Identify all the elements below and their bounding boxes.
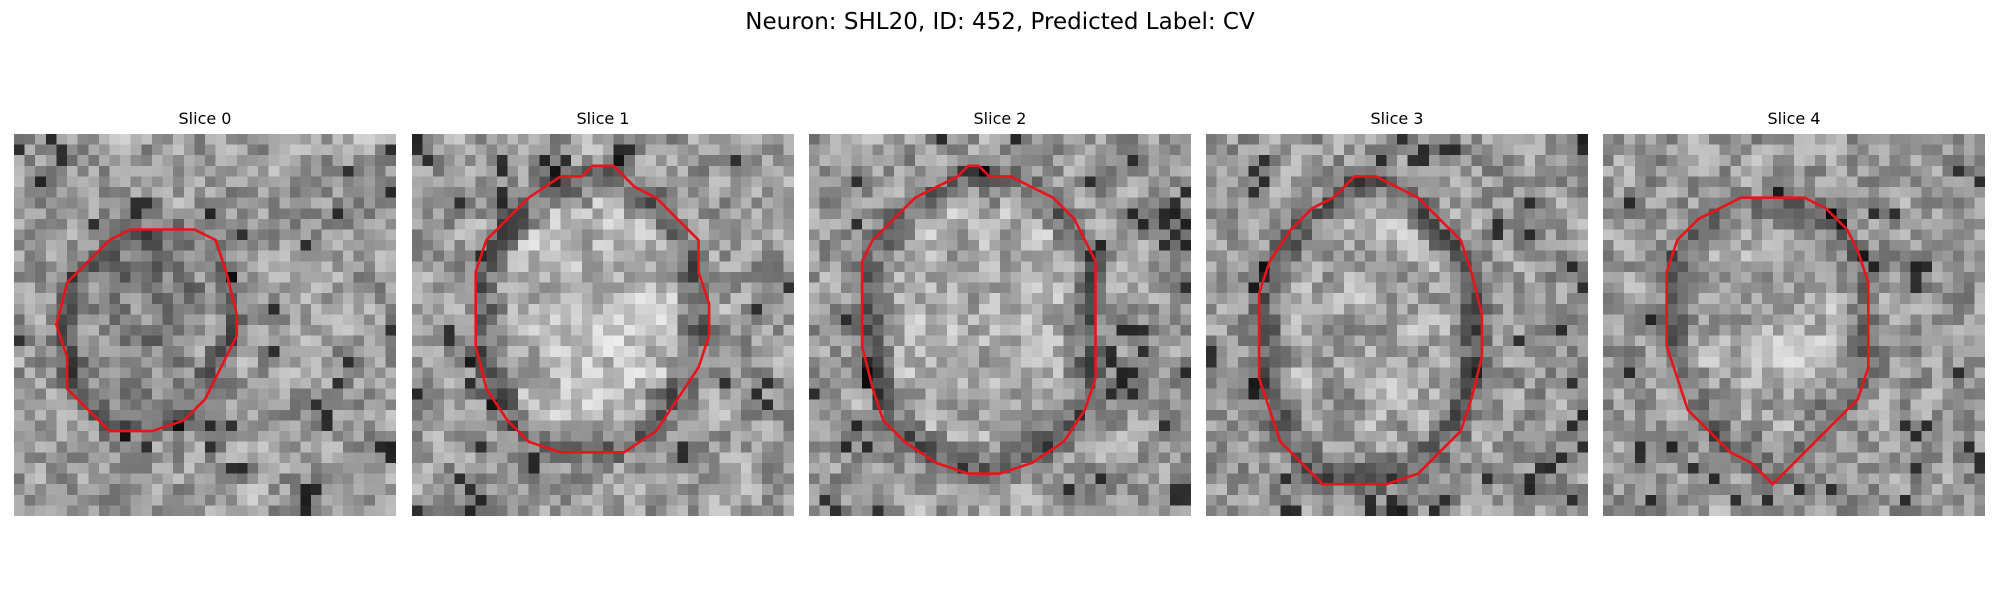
slice-title-3: Slice 3 xyxy=(1370,109,1424,128)
pixel-grid xyxy=(412,134,794,516)
cell-contour xyxy=(1665,196,1870,487)
slice-title-0: Slice 0 xyxy=(178,109,232,128)
slice-panel-1: Slice 1 xyxy=(412,108,794,516)
slice-title-4: Slice 4 xyxy=(1767,109,1821,128)
slice-image-4 xyxy=(1603,134,1985,516)
cell-contour xyxy=(1257,175,1484,486)
pixel-grid xyxy=(14,134,396,516)
slice-title-2: Slice 2 xyxy=(973,109,1027,128)
slice-image-0 xyxy=(14,134,396,516)
slice-title-1: Slice 1 xyxy=(576,109,630,128)
pixel-grid xyxy=(1603,134,1985,516)
slice-panel-3: Slice 3 xyxy=(1206,108,1588,516)
slice-panel-0: Slice 0 xyxy=(14,108,396,516)
pixel-grid xyxy=(809,134,1191,516)
pixel-grid xyxy=(1206,134,1588,516)
slice-image-3 xyxy=(1206,134,1588,516)
figure-title: Neuron: SHL20, ID: 452, Predicted Label:… xyxy=(745,9,1255,35)
slice-image-1 xyxy=(412,134,794,516)
cell-contour xyxy=(474,164,711,454)
slice-image-2 xyxy=(809,134,1191,516)
cell-contour xyxy=(55,228,239,433)
slice-panel-4: Slice 4 xyxy=(1603,108,1985,516)
slice-panel-2: Slice 2 xyxy=(809,108,1191,516)
cell-contour xyxy=(860,164,1097,475)
